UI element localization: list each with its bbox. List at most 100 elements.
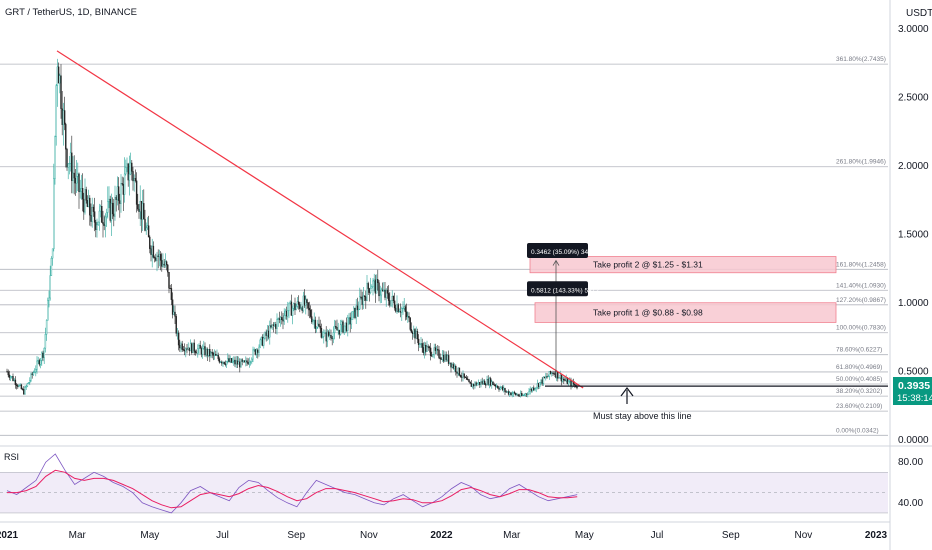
candle-body (369, 287, 372, 293)
price-tick-label: 2.0000 (898, 161, 929, 172)
candle-body (265, 332, 267, 336)
candle-body (527, 393, 529, 395)
candle-body (123, 173, 126, 195)
candle-body (523, 394, 525, 396)
candle-body (371, 286, 373, 289)
candle-body (381, 289, 384, 291)
candle-body (323, 332, 325, 337)
candle-body (246, 360, 248, 363)
candle-body (116, 186, 119, 200)
candle-body (481, 381, 483, 384)
candle-body (217, 354, 219, 359)
candle-body (134, 178, 137, 182)
candle-body (197, 348, 199, 354)
candle-body (255, 349, 258, 355)
candle-body (11, 376, 13, 378)
candle-body (227, 358, 229, 362)
candle-body (380, 289, 383, 296)
candle-body (84, 189, 86, 213)
candle-body (290, 301, 293, 316)
time-tick-label: Mar (503, 530, 521, 541)
candle-body (57, 66, 60, 84)
candle-body (177, 332, 180, 346)
candle-body (92, 206, 95, 212)
candle-body (43, 347, 45, 358)
candle-body (104, 216, 107, 226)
candle-body (93, 211, 96, 223)
candle-body (453, 366, 456, 369)
candle-body (216, 354, 218, 356)
candle-body (239, 361, 241, 368)
candle-body (285, 310, 288, 317)
candle-body (145, 227, 147, 231)
candle-body (23, 389, 25, 395)
candle-body (426, 346, 428, 352)
candle-body (247, 362, 249, 365)
candle-body (149, 236, 151, 249)
candle-body (291, 308, 294, 316)
candle-body (313, 319, 315, 321)
candle-body (192, 342, 194, 353)
take-profit-zone[interactable] (529, 256, 837, 274)
candle-body (395, 307, 397, 312)
candle-body (42, 352, 44, 358)
candle-body (108, 198, 110, 202)
candle-body (71, 152, 73, 181)
candle-body (566, 378, 569, 385)
candle-body (162, 263, 164, 267)
candle-body (416, 331, 419, 340)
candle-body (452, 364, 455, 369)
candle-body (486, 378, 488, 386)
fib-label: 127.20%(0.9867) (836, 297, 886, 304)
time-tick-label: Nov (794, 530, 812, 541)
candle-body (536, 383, 539, 388)
candle-body (59, 75, 61, 84)
time-axis[interactable]: 2021 Mar May Jul Sep Nov 2022 Mar May Jul Sep Nov 20… (0, 530, 888, 541)
measure-tools[interactable]: 0.3462 (35.09%) 3462 0.5812 (143.33%) 581… (527, 242, 599, 379)
candle-body (425, 345, 427, 352)
candle-body (497, 385, 499, 389)
candle-body (521, 393, 523, 396)
candle-body (477, 382, 480, 384)
candle-body (330, 335, 332, 339)
candle-body (224, 363, 227, 365)
candle-body (464, 376, 467, 378)
candle-body (114, 197, 116, 217)
fib-label: 261.80%(1.9946) (836, 159, 886, 166)
candle-body (319, 325, 321, 329)
price-axis[interactable]: 3.0000 2.5000 2.0000 1.5000 1.0000 0.5000 0.00… (898, 24, 929, 446)
candle-body (445, 354, 447, 361)
candle-body (503, 388, 505, 390)
candle-body (241, 359, 243, 362)
candle-body (309, 309, 312, 317)
candle-body (205, 349, 207, 356)
candle-body (517, 394, 519, 396)
rsi-pane: 80.00 40.00 (0, 453, 923, 514)
candle-body (68, 163, 71, 165)
candle-body (89, 197, 91, 216)
candle-body (236, 360, 239, 365)
candle-body (415, 331, 417, 339)
candle-body (276, 319, 278, 329)
candle-body (305, 299, 307, 306)
candle-body (240, 359, 242, 368)
candle-body (414, 329, 416, 339)
candle-body (206, 349, 209, 356)
candle-body (270, 325, 272, 328)
trendline[interactable] (56, 50, 584, 389)
candle-body (283, 315, 285, 322)
candle-body (273, 324, 276, 326)
candle-body (126, 163, 128, 168)
candle-body (353, 307, 355, 312)
rsi-tick-label: 40.00 (898, 498, 923, 509)
take-profit-zone[interactable] (534, 302, 837, 323)
candle-body (543, 376, 546, 379)
candle-body (215, 354, 217, 356)
candle-body (105, 212, 108, 218)
candle-body (44, 334, 47, 349)
candle-body (254, 349, 257, 355)
candle-body (479, 382, 481, 385)
trendline-line[interactable] (56, 50, 584, 389)
candle-body (195, 352, 198, 354)
